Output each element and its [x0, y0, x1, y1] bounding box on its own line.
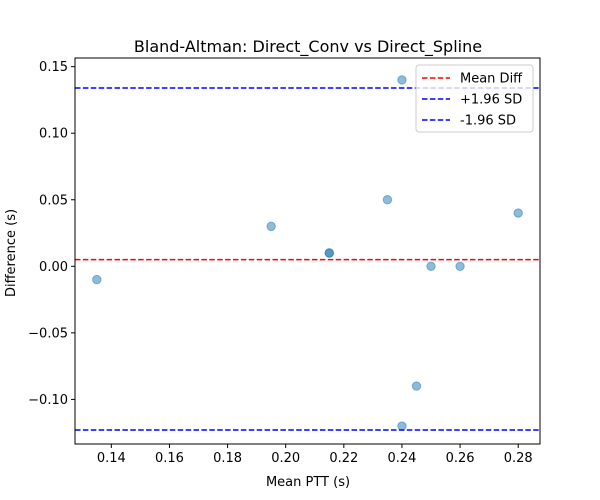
scatter-point	[324, 248, 334, 258]
chart-title: Bland-Altman: Direct_Conv vs Direct_Spli…	[134, 37, 482, 57]
x-tick-label: 0.14	[97, 451, 126, 466]
scatter-point	[411, 381, 422, 391]
scatter-point	[513, 208, 523, 218]
legend-label: Mean Diff	[460, 72, 523, 87]
scatter-points	[92, 75, 523, 431]
scatter-point	[92, 274, 102, 285]
x-tick-label: 0.16	[155, 451, 184, 466]
legend: Mean Diff +1.96 SD -1.96 SD	[415, 64, 534, 133]
legend-label: +1.96 SD	[460, 93, 522, 108]
y-tick-label: −0.10	[28, 393, 68, 408]
y-axis-label: Difference (s)	[4, 209, 19, 297]
x-tick-label: 0.20	[271, 451, 300, 466]
x-tick-label: 0.22	[329, 451, 358, 466]
y-tick-label: 0.15	[39, 60, 68, 75]
plot-area: 0.14 0.16 0.18 0.20 0.22 0.24 0.26 0.28 −0.10−0…	[28, 57, 541, 466]
x-tick-label: 0.26	[446, 451, 475, 466]
scatter-point	[397, 75, 407, 85]
scatter-point	[455, 261, 465, 272]
x-axis-ticks: 0.14 0.16 0.18 0.20 0.22 0.24 0.26 0.28	[97, 444, 533, 466]
x-tick-label: 0.24	[387, 451, 416, 466]
plot-frame	[74, 57, 541, 445]
y-tick-label: 0.10	[39, 127, 68, 142]
y-tick-label: 0.05	[39, 193, 68, 208]
scatter-point	[426, 261, 436, 272]
legend-box	[415, 64, 534, 133]
x-tick-label: 0.28	[504, 451, 533, 466]
y-axis-ticks: −0.10 −0.05 0.00 0.05 0.10 0.15	[28, 60, 75, 408]
y-tick-label: 0.00	[39, 260, 68, 275]
scatter-point	[382, 195, 393, 205]
x-tick-label: 0.18	[213, 451, 242, 466]
scatter-point	[266, 221, 276, 232]
x-axis-label: Mean PTT (s)	[266, 475, 350, 490]
legend-label: -1.96 SD	[460, 114, 516, 129]
y-tick-label: −0.05	[28, 326, 68, 341]
scatter-point	[397, 421, 407, 431]
